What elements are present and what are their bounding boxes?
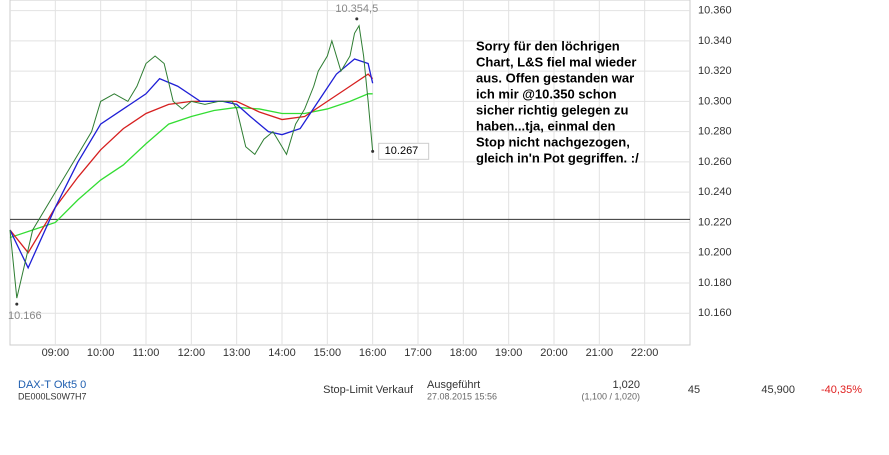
y-tick-label: 10.240: [698, 186, 732, 198]
annotation-label: 10.267: [385, 145, 419, 157]
y-tick-label: 10.340: [698, 35, 732, 47]
annotation-label: 10.354,5: [335, 3, 378, 15]
price: 1,020: [612, 379, 640, 391]
annotation-point: [371, 149, 375, 153]
x-tick-label: 19:00: [495, 347, 523, 359]
note-line: Stop nicht nachgezogen,: [476, 134, 630, 149]
x-tick-label: 20:00: [540, 347, 568, 359]
note-line: Sorry für den löchrigen: [476, 38, 620, 53]
x-tick-label: 09:00: [42, 347, 70, 359]
x-tick-label: 14:00: [268, 347, 296, 359]
x-tick-label: 22:00: [631, 347, 659, 359]
note-line: ich mir @10.350 schon: [476, 86, 617, 101]
x-tick-label: 11:00: [133, 347, 160, 359]
y-tick-label: 10.320: [698, 65, 732, 77]
performance: -40,35%: [821, 384, 862, 396]
series-line: [9, 93, 373, 239]
note-line: haben...tja, einmal den: [476, 118, 615, 133]
quantity: 45: [688, 384, 700, 396]
price-detail: (1,100 / 1,020): [581, 391, 640, 401]
plot-area: [9, 0, 691, 346]
timestamp: 27.08.2015 15:56: [427, 391, 497, 401]
y-tick-label: 10.280: [698, 126, 732, 138]
y-tick-label: 10.160: [698, 307, 732, 319]
y-tick-label: 10.300: [698, 95, 732, 107]
instrument-name[interactable]: DAX-T Okt5 0: [18, 379, 86, 391]
order-type: Stop-Limit Verkauf: [323, 384, 414, 396]
annotation-point: [15, 302, 19, 306]
series-line: [9, 24, 374, 299]
note-line: aus. Offen gestanden war: [476, 70, 634, 85]
x-tick-label: 10:00: [87, 347, 115, 359]
isin: DE000LS0W7H7: [18, 391, 87, 401]
note-line: Chart, L&S fiel mal wieder: [476, 54, 636, 69]
x-tick-label: 17:00: [404, 347, 432, 359]
y-tick-label: 10.360: [698, 4, 732, 16]
note: Sorry für den löchrigen Chart, L&S fiel …: [476, 38, 639, 165]
annotation-label: 10.166: [8, 310, 42, 322]
chart: 10.160 10.180 10.200 10.220 10.240 10.260 10.2…: [8, 0, 732, 359]
y-tick-label: 10.180: [698, 277, 732, 289]
label-box: [378, 142, 430, 160]
annotation-point: [355, 17, 359, 21]
order-row: DAX-T Okt5 0 DE000LS0W7H7 Stop-Limit Ver…: [18, 379, 862, 401]
note-line: gleich in'n Pot gegriffen. :/: [476, 150, 639, 165]
x-tick-label: 13:00: [223, 347, 251, 359]
y-tick-label: 10.220: [698, 216, 732, 228]
note-line: sicher richtig gelegen zu: [476, 102, 628, 117]
x-tick-label: 15:00: [314, 347, 342, 359]
status: Ausgeführt: [427, 379, 480, 391]
x-tick-label: 18:00: [450, 347, 478, 359]
total: 45,900: [761, 384, 795, 396]
x-tick-label: 12:00: [178, 347, 206, 359]
x-tick-label: 21:00: [586, 347, 614, 359]
x-tick-label: 16:00: [359, 347, 387, 359]
y-tick-label: 10.200: [698, 247, 732, 259]
y-tick-label: 10.260: [698, 156, 732, 168]
